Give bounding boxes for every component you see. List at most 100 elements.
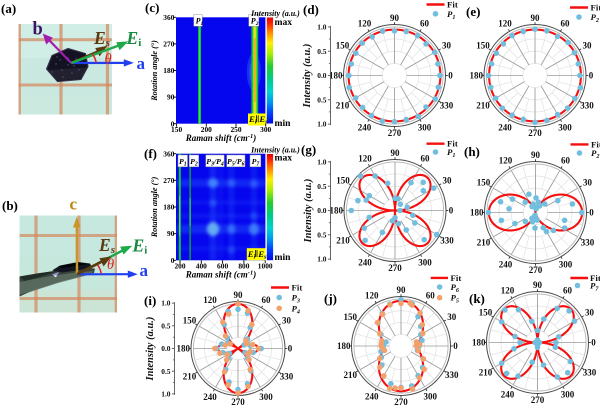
svg-text:150: 150: [336, 176, 350, 186]
svg-text:0: 0: [591, 338, 596, 348]
svg-text:210: 210: [476, 101, 490, 111]
svg-text:0.0: 0.0: [317, 71, 327, 80]
svg-text:90: 90: [167, 93, 175, 102]
svg-text:120: 120: [499, 156, 513, 166]
svg-text:300: 300: [423, 392, 437, 402]
svg-text:60: 60: [561, 156, 571, 166]
svg-text:300: 300: [559, 260, 573, 270]
svg-text:θ: θ: [107, 257, 114, 273]
svg-text:270: 270: [394, 397, 408, 407]
svg-text:a: a: [137, 54, 146, 73]
svg-text:0: 0: [589, 71, 594, 81]
svg-text:330: 330: [280, 372, 294, 382]
svg-text:(i): (i): [144, 293, 156, 308]
svg-text:30: 30: [443, 176, 453, 186]
svg-text:Rotation angle (°): Rotation angle (°): [150, 40, 159, 102]
svg-text:300: 300: [561, 390, 575, 400]
svg-text:150: 150: [476, 41, 490, 51]
svg-text:P5/P6: P5/P6: [227, 157, 245, 168]
svg-text:210: 210: [336, 236, 350, 246]
svg-text:Es: Es: [257, 249, 267, 261]
svg-text:90: 90: [397, 285, 407, 295]
svg-text:200: 200: [174, 262, 185, 271]
svg-text:90: 90: [167, 229, 175, 238]
svg-text:400: 400: [196, 262, 207, 271]
svg-text:Intensity (a.u.): Intensity (a.u.): [250, 9, 300, 18]
svg-text:0: 0: [589, 208, 594, 218]
svg-text:240: 240: [499, 260, 513, 270]
svg-text:250: 250: [230, 125, 241, 134]
svg-text:max: max: [275, 153, 293, 164]
svg-text:(h): (h): [464, 144, 480, 159]
svg-text:θ: θ: [105, 52, 112, 68]
svg-text:0.5: 0.5: [161, 321, 171, 330]
svg-text:(d): (d): [303, 2, 319, 17]
svg-text:b: b: [33, 20, 43, 40]
svg-text:(k): (k): [469, 291, 485, 306]
svg-text:330: 330: [581, 238, 595, 248]
svg-text:P6: P6: [451, 282, 460, 294]
svg-text:240: 240: [498, 123, 512, 133]
svg-text:0: 0: [449, 206, 454, 216]
svg-text:300: 300: [418, 123, 432, 133]
svg-text:270: 270: [163, 40, 174, 49]
svg-text:90: 90: [531, 150, 541, 160]
svg-text:240: 240: [501, 390, 515, 400]
svg-text:(e): (e): [466, 4, 480, 19]
svg-text:180: 180: [163, 66, 174, 75]
svg-text:180: 180: [177, 344, 191, 354]
svg-text:330: 330: [580, 101, 594, 111]
svg-text:P2: P2: [591, 12, 599, 24]
svg-text:1.0: 1.0: [161, 299, 171, 308]
svg-text:150: 150: [479, 308, 493, 318]
svg-text:180: 180: [470, 71, 484, 81]
svg-text:Intensity (a.u.): Intensity (a.u.): [302, 44, 313, 109]
svg-text:180: 180: [163, 203, 174, 212]
svg-text:0.0: 0.0: [317, 206, 327, 215]
svg-text:30: 30: [583, 41, 593, 51]
svg-text:60: 60: [262, 295, 272, 305]
svg-text:Raman shift (cm-1): Raman shift (cm-1): [185, 270, 256, 280]
svg-text:240: 240: [358, 258, 372, 268]
svg-text:270: 270: [388, 128, 402, 138]
svg-text:120: 120: [203, 295, 217, 305]
svg-text:Fit: Fit: [591, 139, 600, 149]
svg-text:(b): (b): [2, 198, 18, 213]
svg-text:Ei: Ei: [126, 28, 142, 49]
svg-text:Fit: Fit: [447, 139, 458, 149]
svg-text:Fit: Fit: [451, 273, 462, 283]
svg-text:210: 210: [336, 101, 350, 111]
svg-text:Ei: Ei: [132, 236, 148, 257]
svg-text:P2: P2: [251, 16, 259, 27]
svg-text:0: 0: [171, 256, 175, 265]
svg-text:0.5: 0.5: [317, 230, 327, 239]
svg-text:1.0: 1.0: [317, 120, 327, 129]
svg-text:30: 30: [447, 312, 457, 322]
svg-text:150: 150: [183, 316, 197, 326]
svg-text:Fit: Fit: [591, 3, 600, 13]
svg-text:240: 240: [358, 123, 372, 133]
svg-text:(c): (c): [145, 0, 159, 15]
svg-text:Fit: Fit: [292, 283, 303, 293]
svg-text:P4: P4: [292, 303, 300, 315]
svg-text:90: 90: [533, 280, 543, 290]
svg-text:0: 0: [171, 119, 175, 128]
svg-text:240: 240: [203, 392, 217, 402]
svg-text:270: 270: [528, 128, 542, 138]
svg-text:270: 270: [231, 397, 245, 407]
svg-text:330: 330: [440, 236, 454, 246]
svg-text:Fit: Fit: [447, 0, 458, 10]
svg-text:330: 330: [445, 370, 459, 380]
svg-text:90: 90: [234, 290, 244, 300]
svg-text:1.0: 1.0: [317, 255, 327, 264]
svg-text:360: 360: [163, 149, 174, 158]
svg-text:60: 60: [421, 154, 431, 164]
svg-text:P1: P1: [179, 157, 187, 168]
svg-text:150: 150: [171, 125, 182, 134]
svg-text:300: 300: [558, 123, 572, 133]
svg-text:800: 800: [238, 262, 249, 271]
svg-text:120: 120: [365, 290, 379, 300]
svg-text:30: 30: [282, 316, 292, 326]
svg-text:1.0: 1.0: [317, 158, 327, 167]
svg-text:P3: P3: [292, 293, 300, 305]
